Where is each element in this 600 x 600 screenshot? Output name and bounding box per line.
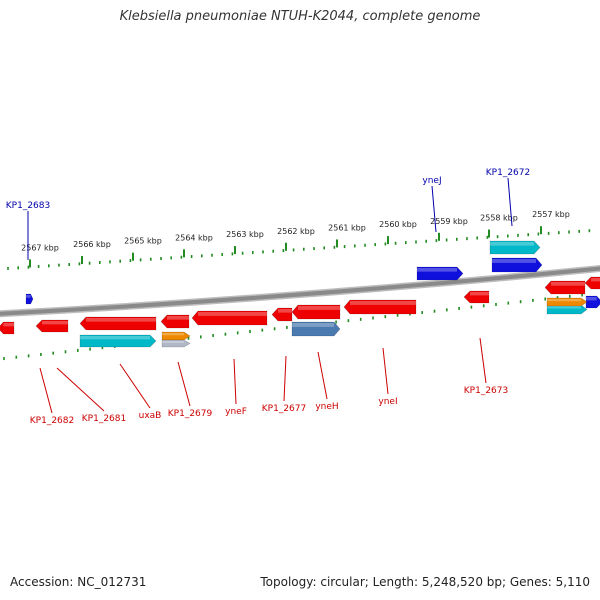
gene-highlight	[470, 292, 489, 296]
gene-arrow	[584, 276, 600, 290]
gene-highlight	[167, 316, 189, 320]
gene-arrow	[343, 299, 417, 315]
gene-highlight	[298, 306, 340, 310]
gene-arrow	[416, 266, 464, 281]
gene-label: yneF	[225, 407, 247, 417]
leader-line	[177, 361, 191, 407]
gene-arrow	[0, 321, 15, 335]
gene-arrow	[489, 240, 541, 255]
gene-label: KP1_2677	[262, 404, 306, 414]
leader-line	[479, 337, 487, 384]
ruler-label: 2558 kbp	[480, 214, 518, 223]
gene-arrow	[291, 304, 341, 320]
gene-arrow	[291, 321, 341, 337]
gene-highlight	[417, 268, 457, 272]
gene-arrow	[271, 307, 293, 322]
gene-arrow	[161, 331, 191, 341]
gene-highlight	[591, 278, 600, 282]
leader-line	[119, 363, 151, 409]
gene-arrow	[160, 314, 190, 329]
gene-highlight	[586, 297, 597, 301]
ruler-label: 2566 kbp	[73, 240, 111, 249]
gene-arrow	[79, 334, 157, 348]
gene-arrow	[546, 297, 588, 307]
leader-line	[507, 177, 513, 227]
gene-label: yneI	[378, 397, 397, 407]
gene-arrow	[79, 316, 157, 331]
leader-line	[283, 355, 287, 402]
gene-highlight	[492, 259, 536, 263]
gene-highlight	[547, 306, 581, 309]
gene-highlight	[86, 318, 156, 322]
gene-arrow	[585, 295, 600, 309]
ticks-top	[7, 229, 591, 270]
ruler-label: 2565 kbp	[124, 237, 162, 246]
gene-highlight	[292, 323, 334, 327]
leader-line	[56, 367, 105, 412]
gene-label: KP1_2679	[168, 409, 213, 419]
ruler-label: 2561 kbp	[328, 223, 366, 232]
ruler-label: 2559 kbp	[430, 217, 468, 226]
accession-text: Accession: NC_012731	[10, 575, 147, 589]
gene-arrow	[161, 339, 191, 348]
gene-label: KP1_2681	[82, 414, 126, 424]
gene-arrow	[35, 319, 69, 333]
gene-highlight	[547, 299, 581, 302]
ruler-label: 2564 kbp	[175, 233, 213, 242]
topology-summary: Topology: circular; Length: 5,248,520 bp…	[260, 575, 590, 589]
gene-labels: KP1_2683 yneJ KP1_2672 KP1_2682 KP1_2681 uxaB…	[6, 168, 530, 426]
gene-highlight	[42, 321, 68, 325]
gene-highlight	[26, 295, 31, 298]
gene-label: KP1_2683	[6, 201, 50, 211]
gene-highlight	[350, 301, 416, 305]
backbone-line	[0, 266, 600, 316]
genome-title: Klebsiella pneumoniae NTUH-K2044, comple…	[119, 9, 481, 24]
gene-label: KP1_2672	[486, 168, 530, 178]
gene-highlight	[551, 282, 585, 286]
gene-highlight	[162, 333, 184, 336]
gene-label-leaders	[27, 177, 513, 414]
leader-line	[39, 367, 53, 414]
ruler-label: 2562 kbp	[277, 227, 315, 236]
gene-arrow	[463, 290, 490, 304]
ruler-labels: 2567 kbp 2566 kbp 2565 kbp 2564 kbp 2563 kbp…	[21, 210, 570, 268]
ruler-label: 2563 kbp	[226, 230, 264, 239]
ruler-label: 2560 kbp	[379, 220, 417, 229]
gene-highlight	[3, 323, 15, 327]
gene-label: uxaB	[139, 411, 162, 421]
leader-line	[317, 351, 328, 400]
gene-label: KP1_2673	[464, 386, 508, 396]
gene-arrow	[25, 293, 34, 305]
gene-features	[0, 240, 600, 348]
gene-label: KP1_2682	[30, 416, 74, 426]
gene-highlight	[198, 312, 267, 316]
gene-highlight	[490, 242, 534, 246]
gene-arrow	[491, 257, 543, 273]
leader-line	[431, 185, 437, 233]
gene-highlight	[278, 309, 292, 313]
leader-line	[233, 358, 237, 405]
leader-line	[382, 347, 389, 395]
gene-highlight	[162, 341, 184, 343]
gene-label: yneH	[315, 402, 338, 412]
genome-backbone	[0, 264, 600, 318]
gene-highlight	[80, 336, 150, 340]
gene-arrow	[544, 280, 586, 295]
gene-arrow	[191, 310, 268, 326]
ruler-label: 2557 kbp	[532, 210, 570, 219]
gene-label: yneJ	[422, 176, 441, 186]
ruler-label: 2567 kbp	[21, 243, 59, 252]
